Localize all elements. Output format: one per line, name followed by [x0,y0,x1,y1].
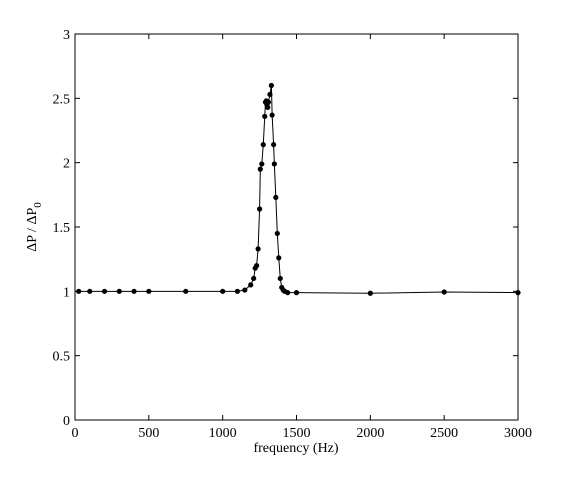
data-point [276,255,282,261]
data-point [277,275,283,282]
y-tick-label: 1.5 [53,221,71,236]
x-tick-label: 2000 [356,426,384,441]
data-point [256,206,263,212]
y-tick-label: 2.5 [53,92,71,107]
data-point [87,288,93,294]
data-point [76,288,82,294]
data-point [367,290,373,296]
data-point [285,290,291,296]
x-tick-label: 1500 [283,426,311,441]
data-point [262,113,268,119]
data-point [101,288,108,294]
data-point [271,142,277,148]
data-point [259,161,265,167]
y-tick-label: 2 [63,157,70,172]
data-point [267,91,273,98]
data-point [441,289,447,295]
data-point [116,288,122,294]
x-tick-label: 0 [72,426,79,441]
y-tick-label: 1 [63,285,70,300]
x-tick-label: 3000 [504,426,532,441]
x-tick-label: 2500 [430,426,458,441]
data-point [260,142,266,148]
x-tick-label: 500 [138,426,159,441]
data-point [269,112,275,118]
data-point [257,166,263,172]
y-axis-label-subscript: 0 [32,202,44,208]
data-point [220,288,226,294]
data-point [268,82,274,89]
y-tick-label: 0.5 [53,350,71,365]
data-point [273,194,279,201]
data-point [146,288,152,294]
data-point [293,290,300,296]
data-point [265,104,271,110]
data-point [242,287,248,293]
y-tick-label: 0 [63,414,70,429]
data-point [265,99,272,105]
x-tick-label: 1000 [209,426,237,441]
y-axis-label-main: ΔP / ΔP [25,208,40,252]
data-point [274,230,280,237]
data-point [254,263,260,269]
series-line [78,85,519,294]
data-point [183,288,189,294]
x-axis-label: frequency (Hz) [253,441,338,456]
plot-frame [74,33,519,421]
data-point [271,161,277,167]
y-axis-label: ΔP / ΔP0 [25,202,44,252]
data-point [515,290,521,296]
data-point [234,288,241,294]
data-point [131,288,137,294]
y-tick-label: 3 [63,28,70,43]
data-point [251,275,257,282]
data-point [248,282,254,288]
data-point [255,246,261,252]
